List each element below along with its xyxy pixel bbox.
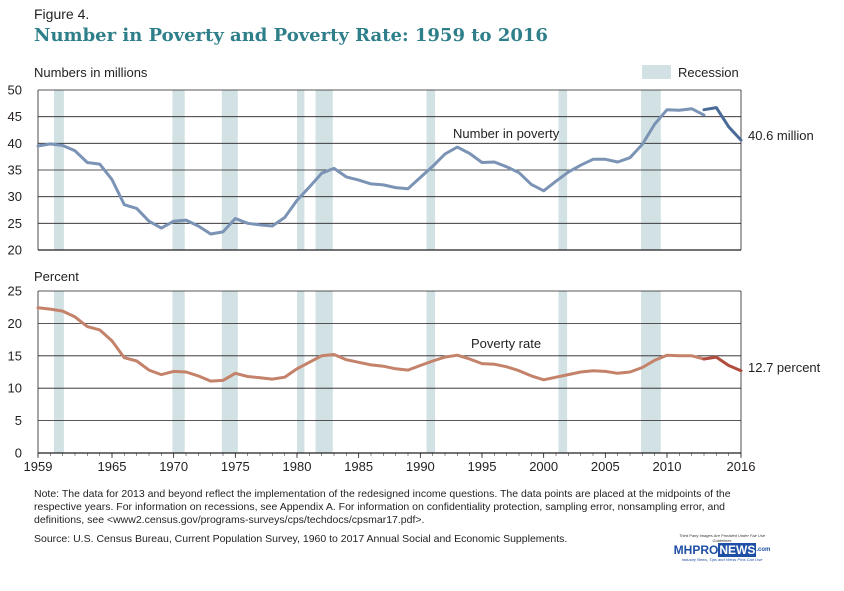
watermark-logo-c: NEWS [718,543,757,557]
top-y-tick-label: 50 [8,83,22,98]
x-tick-label: 1970 [159,459,188,474]
bottom-recession-band [641,291,661,453]
recession-legend-swatch [642,65,671,79]
bottom-y-tick-label: 10 [8,381,22,396]
bottom-recession-band [221,291,238,453]
top-y-tick-label: 30 [8,189,22,204]
top-y-tick-label: 25 [8,216,22,231]
chart-title: Number in Poverty and Poverty Rate: 1959… [34,25,548,46]
watermark-bottom-text: Industry News, Tips and Views Pros Can U… [681,557,763,562]
bottom-y-tick-labels: 0 5 10 15 20 25 [8,284,22,461]
x-tick-label: 2000 [529,459,558,474]
bottom-gridlines [37,290,742,454]
top-y-axis-label: Numbers in millions [34,65,148,80]
chart-note: Note: The data for 2013 and beyond refle… [34,488,731,526]
x-tick-label: 1959 [24,459,53,474]
watermark-logo-b: PRO [692,543,719,557]
top-y-tick-label: 45 [8,109,22,124]
bottom-recession-bands [54,291,661,453]
x-tick-labels: 1959 1965 1970 1975 1980 1985 1990 1995 2000 2005… [24,453,756,474]
poverty-rate-line [36,306,706,383]
watermark-logo-d: .com [756,547,771,553]
x-tick-label: 1965 [98,459,127,474]
top-y-tick-labels: 20 25 30 35 40 45 50 [8,83,22,258]
poverty-rate-line-recent [702,355,743,373]
x-tick-label: 1980 [283,459,312,474]
top-y-tick-label: 20 [8,243,22,258]
x-tick-label: 2010 [653,459,682,474]
bottom-y-axis-label: Percent [34,269,79,284]
number-in-poverty-line-recent [702,106,743,142]
poverty-rate-series-label: Poverty rate [471,336,541,351]
watermark-top-text: Third Party Images Are Provided Under Fa… [678,533,766,543]
x-tick-label: 1995 [468,459,497,474]
bottom-recession-band [54,291,64,453]
x-tick-label: 1975 [221,459,250,474]
number-in-poverty-end-label: 40.6 million [748,128,814,143]
x-tick-label: 2016 [727,459,756,474]
mhpronews-watermark: Third Party Images Are Provided Under Fa… [672,533,772,562]
figure-label: Figure 4. [34,6,90,22]
top-y-tick-label: 35 [8,163,22,178]
x-tick-label: 2005 [591,459,620,474]
x-tick-label: 1985 [344,459,373,474]
recession-legend-label: Recession [678,65,739,80]
chart-source: Source: U.S. Census Bureau, Current Popu… [34,533,568,545]
bottom-recession-band [315,291,333,453]
bottom-recession-band [558,291,568,453]
bottom-y-tick-label: 0 [15,446,22,461]
watermark-logo-a: MH [673,543,693,557]
watermark-logo: MHPRONEWS.com [672,543,772,557]
bottom-recession-band [297,291,305,453]
top-y-tick-label: 40 [8,136,22,151]
top-gridlines [37,89,742,251]
bottom-y-tick-label: 25 [8,284,22,299]
x-tick-label: 1990 [406,459,435,474]
poverty-rate-end-label: 12.7 percent [748,360,821,375]
number-in-poverty-series-label: Number in poverty [453,126,560,141]
bottom-y-tick-label: 5 [15,413,22,428]
bottom-y-tick-label: 15 [8,348,22,363]
number-in-poverty-line [36,107,706,236]
bottom-y-tick-label: 20 [8,316,22,331]
bottom-recession-band [426,291,436,453]
